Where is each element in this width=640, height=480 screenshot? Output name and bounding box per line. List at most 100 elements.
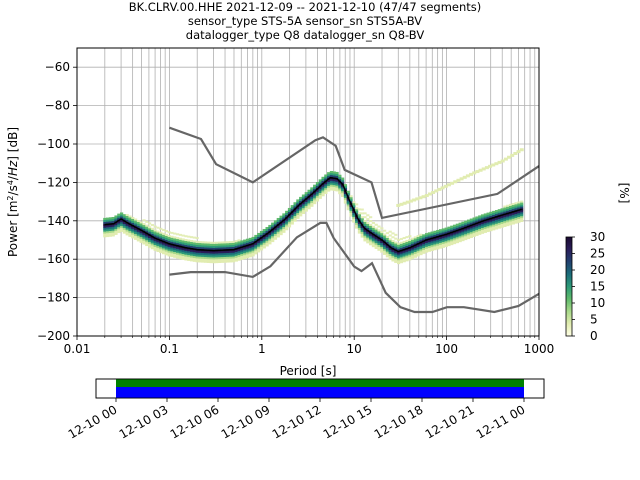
heat-cell xyxy=(231,252,236,255)
heat-cell xyxy=(321,176,325,180)
heat-cell-tail xyxy=(388,234,392,237)
heat-cell xyxy=(332,173,336,176)
heat-cell xyxy=(220,247,224,250)
heat-cell xyxy=(243,256,247,260)
heat-cell xyxy=(315,197,320,200)
heat-cell xyxy=(220,256,224,260)
heat-cell xyxy=(181,249,185,253)
heat-cell xyxy=(433,232,437,235)
heat-cell xyxy=(217,251,222,254)
heat-cell xyxy=(374,237,378,240)
heat-cell xyxy=(397,246,401,249)
heat-cell xyxy=(489,213,493,216)
heat-cell xyxy=(184,240,188,244)
heat-cell xyxy=(161,242,166,245)
heat-cell xyxy=(293,206,297,209)
heat-cell xyxy=(296,212,300,216)
heat-cell xyxy=(268,234,272,237)
heat-cell xyxy=(506,220,510,223)
heat-cell xyxy=(296,201,300,204)
heat-cell xyxy=(290,208,294,212)
y-tick-label: −140 xyxy=(37,214,70,228)
heat-cell xyxy=(444,229,448,232)
heat-cell xyxy=(438,231,443,234)
heat-cell-tail xyxy=(413,236,417,239)
heat-cell xyxy=(212,259,216,262)
heat-cell xyxy=(363,229,367,232)
heat-cell xyxy=(374,244,378,248)
heat-cell xyxy=(131,230,135,233)
heat-cell xyxy=(360,229,364,232)
heat-cell xyxy=(279,227,283,230)
heat-cell xyxy=(206,260,210,263)
heat-cell xyxy=(441,243,445,246)
heat-cell xyxy=(153,233,157,236)
heat-cell xyxy=(464,228,468,231)
heat-cell xyxy=(480,216,485,219)
heat-cell xyxy=(153,246,157,249)
heat-cell xyxy=(293,211,297,215)
heat-cell xyxy=(245,248,250,251)
heat-cell xyxy=(136,239,140,242)
heat-cell xyxy=(391,245,395,249)
heat-cell xyxy=(136,233,140,236)
heat-cell xyxy=(287,207,292,211)
heat-cell xyxy=(217,247,222,250)
heat-cell-drift xyxy=(434,189,439,193)
heat-cell xyxy=(293,209,297,213)
heat-cell xyxy=(125,215,129,219)
heat-cell xyxy=(321,194,325,197)
heat-cell xyxy=(279,223,283,226)
heat-cell xyxy=(327,179,331,183)
heat-cell xyxy=(147,239,152,242)
heat-cell xyxy=(117,213,121,216)
heat-cell xyxy=(366,223,370,227)
heat-cell xyxy=(369,225,373,228)
heat-cell xyxy=(170,247,174,250)
heat-cell xyxy=(201,247,205,250)
heat-cell xyxy=(276,217,280,221)
heat-cell-tail xyxy=(156,226,160,229)
heat-cell xyxy=(464,235,468,239)
heat-cell xyxy=(273,220,278,223)
heat-cell xyxy=(466,223,471,226)
heat-cell xyxy=(472,230,476,234)
heat-cell xyxy=(355,220,359,223)
heat-cell xyxy=(279,215,283,218)
heat-cell-tail xyxy=(128,215,132,218)
heat-cell xyxy=(464,230,468,233)
heat-cell xyxy=(142,225,146,228)
heat-cell-tail xyxy=(217,241,222,244)
heat-cell xyxy=(469,222,473,225)
heat-cell-tail xyxy=(139,221,143,224)
heat-cell xyxy=(436,231,440,235)
heat-cell xyxy=(472,221,476,224)
heat-cell xyxy=(192,246,196,249)
heat-cell xyxy=(240,255,244,258)
heat-cell xyxy=(494,223,499,226)
heat-cell xyxy=(318,194,322,197)
heat-cell xyxy=(377,235,381,238)
heat-cell xyxy=(405,253,409,256)
heat-cell xyxy=(203,243,208,246)
title-line-1: BK.CLRV.00.HHE 2021-12-09 -- 2021-12-10 … xyxy=(128,0,482,14)
heat-cell xyxy=(161,236,166,239)
heat-cell xyxy=(380,235,384,238)
heat-cell-tail xyxy=(360,212,364,215)
heat-cell xyxy=(360,220,364,223)
heat-cell xyxy=(184,256,188,259)
heat-cell xyxy=(209,251,213,254)
heat-cell xyxy=(198,246,202,250)
heat-cell-tail xyxy=(402,237,406,240)
heat-cell xyxy=(159,250,163,254)
heat-cell xyxy=(150,241,154,244)
heat-cell xyxy=(120,220,124,223)
heat-cell xyxy=(106,234,110,238)
heat-cell xyxy=(299,214,303,217)
heat-cell xyxy=(108,224,113,228)
heat-cell-tail xyxy=(147,222,152,225)
heat-cell xyxy=(122,225,127,228)
heat-cell xyxy=(511,214,515,217)
heat-cell xyxy=(136,225,140,228)
heat-cell xyxy=(349,204,353,208)
